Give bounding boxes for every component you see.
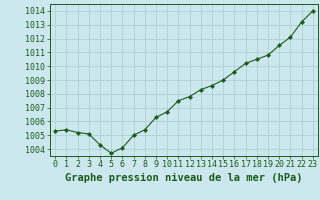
X-axis label: Graphe pression niveau de la mer (hPa): Graphe pression niveau de la mer (hPa) xyxy=(65,173,303,183)
